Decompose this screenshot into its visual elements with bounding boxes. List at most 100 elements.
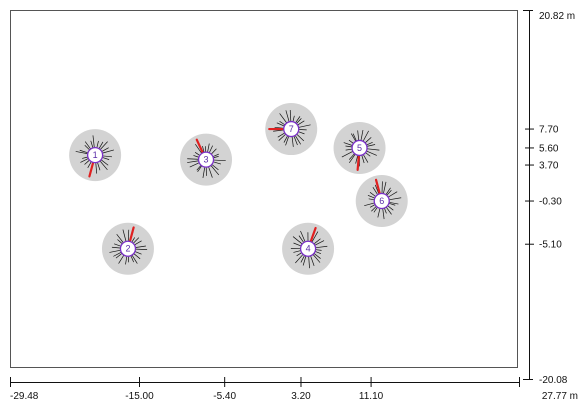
station-ring (283, 120, 300, 138)
station-number: 4 (306, 244, 311, 254)
station-spoke (131, 237, 136, 243)
station-number: 5 (357, 143, 362, 153)
station-spoke (361, 155, 365, 164)
station-spoke (211, 164, 219, 171)
station-spoke (87, 161, 92, 168)
station-spoke (341, 151, 353, 158)
station-spoke (389, 202, 399, 205)
station-spoke (315, 249, 322, 251)
station-spoke (202, 167, 206, 178)
station-spoke (352, 133, 357, 141)
station-spoke (296, 252, 302, 257)
station-direction-line (195, 138, 204, 154)
station-spoke (118, 255, 124, 264)
station-spoke (187, 160, 199, 163)
station-7[interactable]: 7 (265, 103, 318, 156)
station-ring (373, 192, 390, 210)
station-spoke (213, 156, 219, 158)
station-spoke (79, 149, 88, 154)
station-number: 7 (289, 124, 294, 134)
station-spoke (99, 161, 108, 171)
station-direction-line (309, 226, 317, 243)
station-spoke (374, 184, 380, 194)
station-spoke (209, 145, 213, 153)
station-spoke (315, 245, 328, 249)
station-spoke (115, 253, 122, 259)
station-spoke (213, 153, 219, 157)
station-spoke (300, 230, 306, 242)
station-2[interactable]: 2 (101, 222, 154, 275)
station-spoke (101, 147, 109, 152)
station-5[interactable]: 5 (333, 121, 386, 174)
station-spoke (75, 151, 88, 154)
stations-layer: 1 2 3 4 5 6 7 (69, 103, 408, 275)
station-spoke (195, 143, 202, 154)
x-tick-label: 3.20 (291, 391, 311, 402)
station-spoke (315, 240, 325, 246)
station-spoke (365, 152, 371, 157)
station-spoke (366, 142, 373, 146)
station-spoke (386, 207, 392, 215)
station-spoke (377, 208, 381, 218)
station-spoke (92, 135, 95, 148)
station-spoke (382, 208, 385, 220)
station-spoke (289, 110, 292, 122)
station-spoke (100, 141, 108, 150)
station-spoke (343, 142, 353, 146)
station-spoke (362, 130, 369, 142)
station-number: 1 (93, 150, 98, 160)
station-spoke (302, 256, 307, 266)
station-spoke (114, 243, 121, 247)
station-spoke (366, 150, 377, 156)
station-spoke (84, 144, 90, 150)
station-spoke (385, 187, 391, 195)
station-spoke (211, 148, 217, 155)
station-spoke (373, 207, 378, 213)
station-ring (197, 151, 215, 168)
station-spoke (133, 253, 141, 260)
station-spoke (279, 120, 285, 125)
station-spoke (296, 134, 305, 142)
station-4[interactable]: 4 (282, 222, 335, 275)
station-spoke (314, 253, 321, 259)
station-number: 3 (204, 155, 209, 165)
station-spoke (208, 167, 213, 178)
station-spoke (109, 249, 121, 253)
station-direction-line (374, 178, 381, 195)
station-spoke (213, 161, 222, 165)
station-spoke (194, 152, 200, 156)
station-ring (86, 146, 104, 164)
station-spoke (103, 155, 112, 158)
station-spoke (310, 256, 315, 266)
station-spoke (122, 229, 127, 242)
station-spoke (134, 240, 142, 245)
station-spoke (360, 130, 364, 141)
station-spoke (135, 245, 146, 248)
station-spoke (97, 162, 101, 171)
station-spoke (388, 191, 398, 198)
station-3[interactable]: 3 (180, 133, 233, 186)
station-6[interactable]: 6 (355, 175, 408, 228)
station-spoke (365, 137, 372, 143)
station-spoke (297, 120, 305, 126)
station-spoke (389, 203, 396, 206)
station-spoke (102, 157, 110, 160)
station-ring (351, 139, 368, 157)
station-spoke (116, 233, 124, 243)
station-spoke (80, 158, 89, 163)
station-spoke (368, 198, 374, 201)
station-spoke (90, 140, 94, 148)
station-spoke (348, 139, 354, 144)
station-spoke (193, 155, 199, 158)
y-axis-max-label: 20.82 m (539, 11, 575, 22)
station-spoke (367, 194, 375, 199)
y-axis-min-label: -20.08 (539, 375, 568, 386)
station-spoke (295, 116, 301, 123)
station-spoke (292, 236, 303, 244)
station-spoke (278, 134, 286, 141)
station-spoke (300, 255, 305, 263)
station-spoke (371, 206, 377, 212)
station-spoke (285, 136, 289, 146)
station-1[interactable]: 1 (69, 129, 122, 182)
